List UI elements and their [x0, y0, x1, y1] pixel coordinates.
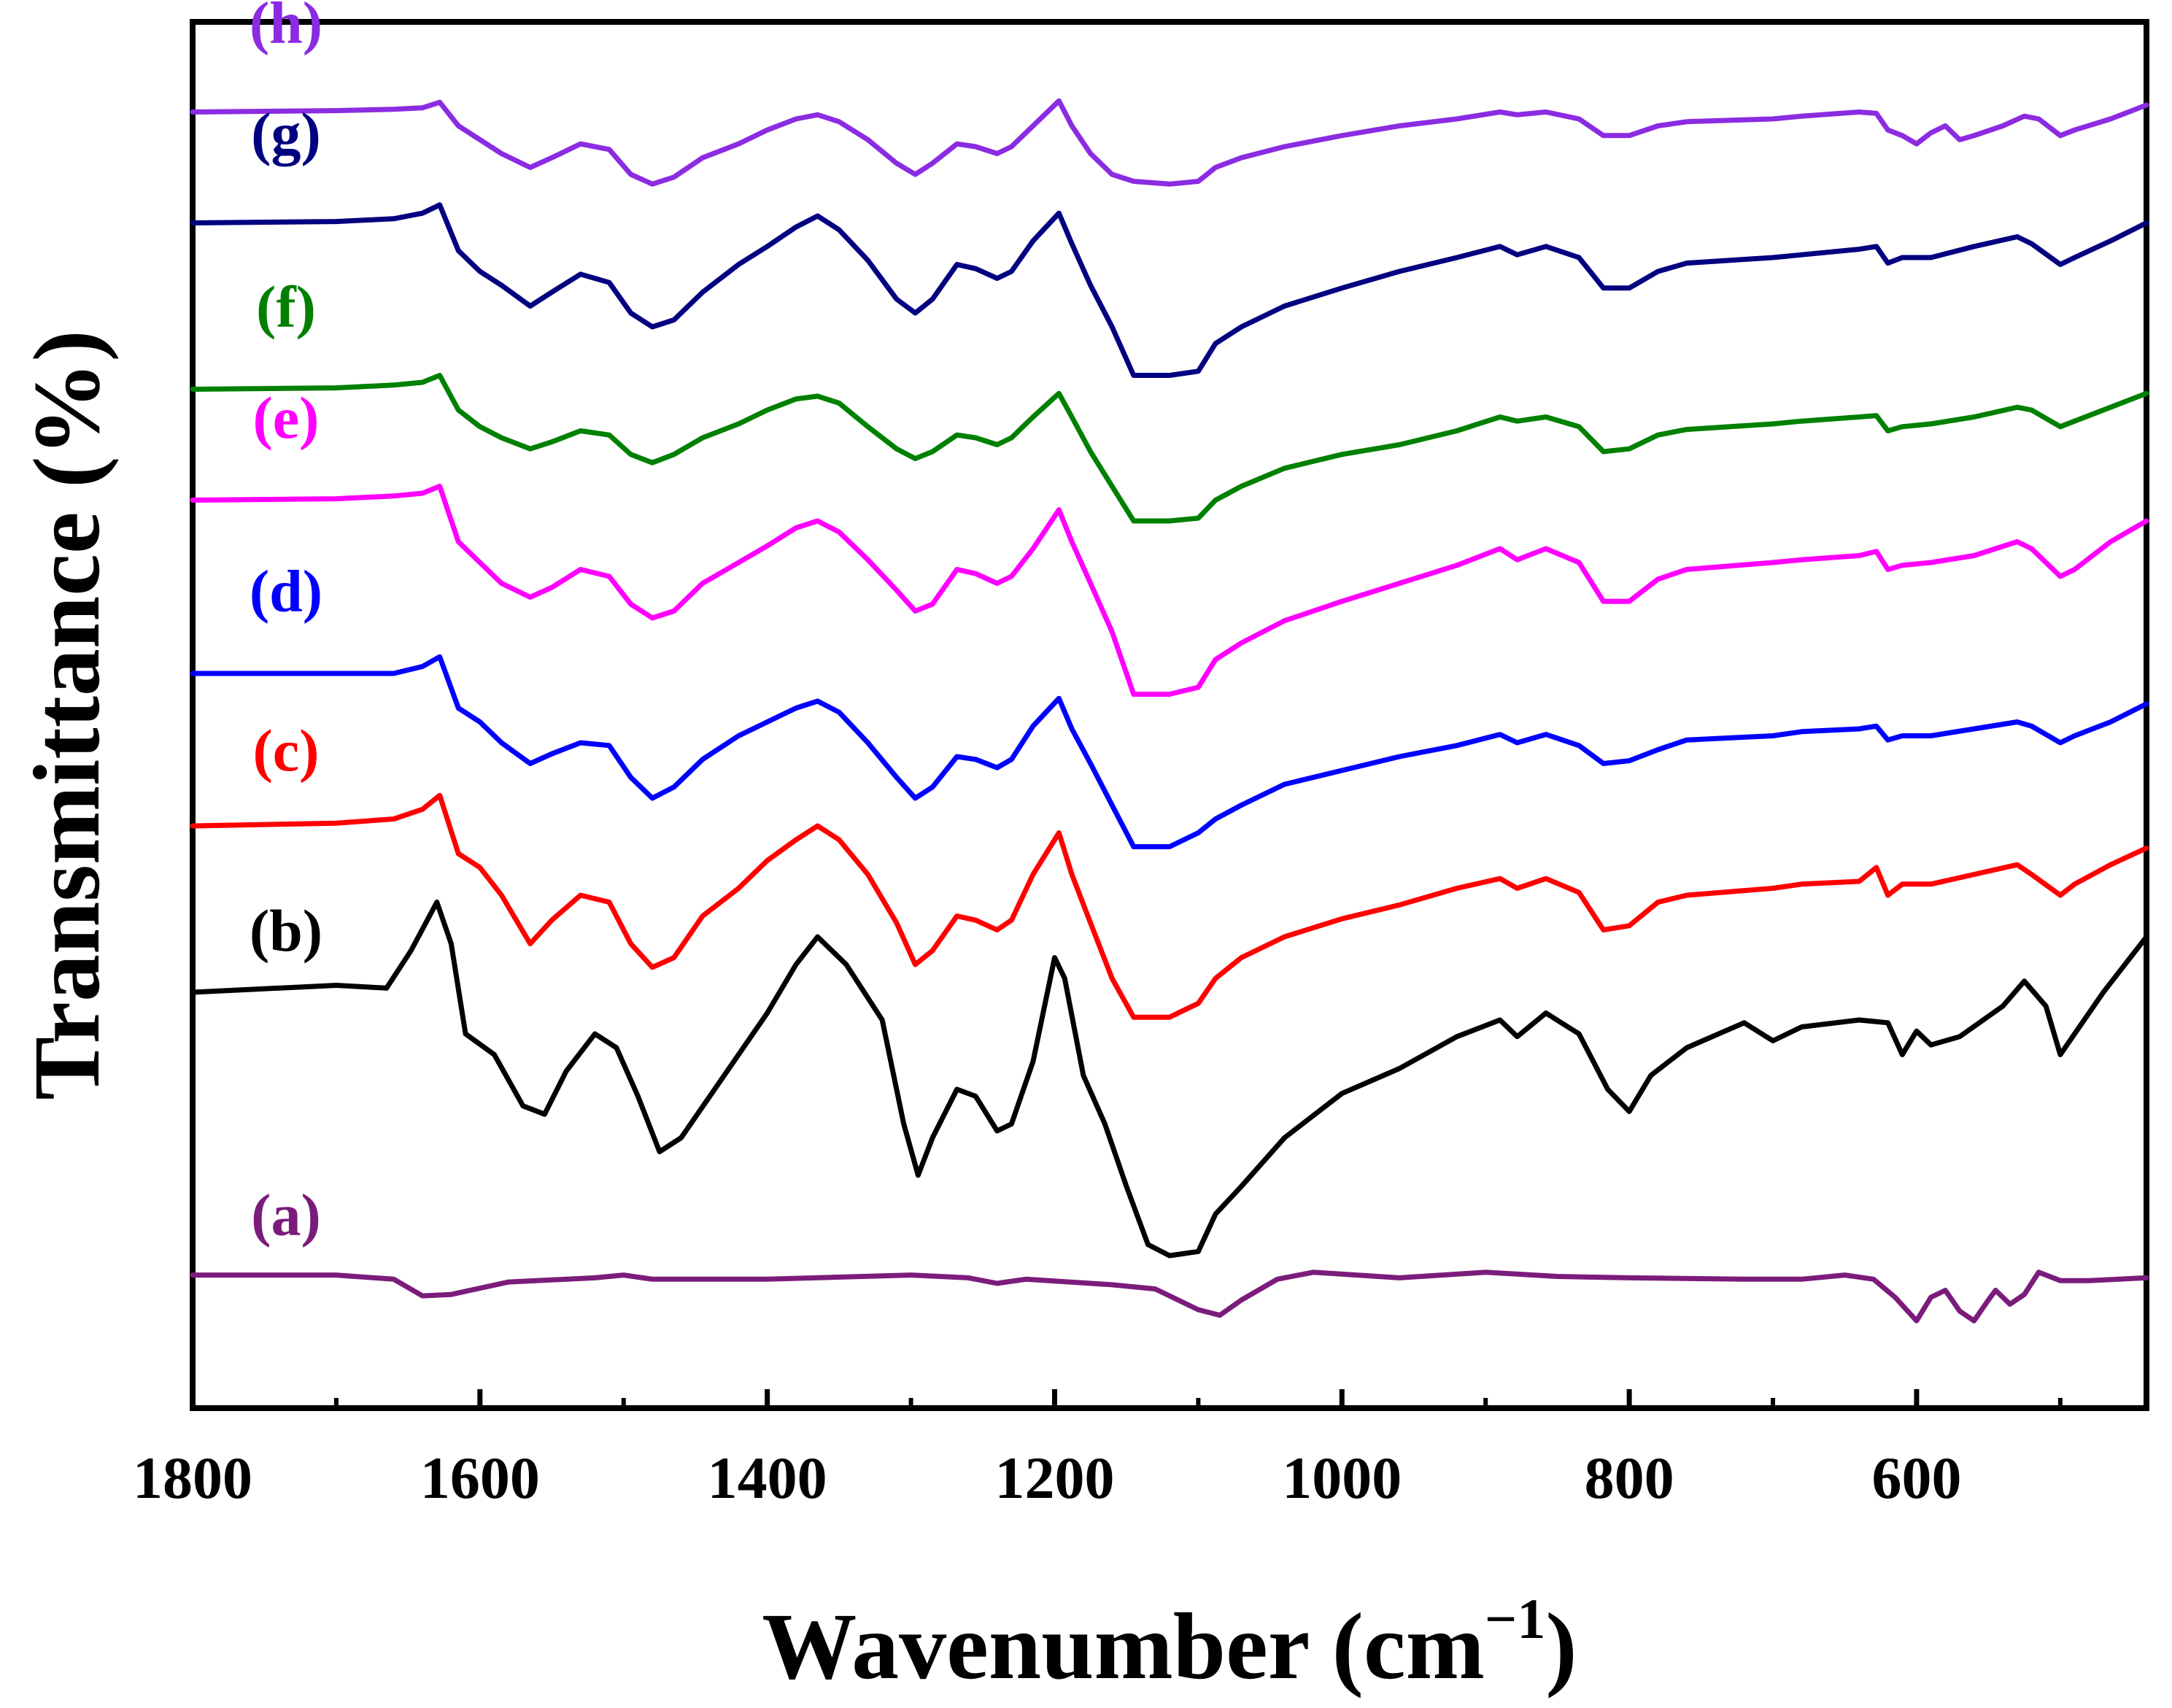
series-line-e	[190, 484, 2149, 697]
x-tick-label: 1600	[420, 1445, 540, 1511]
x-axis-title: Wavenumber (cm−1)	[762, 1587, 1577, 1699]
series-label-c: (c)	[252, 717, 319, 784]
series-line-d	[190, 654, 2149, 849]
x-axis-title-close: )	[1545, 1594, 1577, 1699]
y-axis-title: Transmittance (%)	[15, 330, 120, 1100]
series-line-g	[190, 202, 2149, 378]
series-line-b	[190, 900, 2149, 1259]
series-line-a	[190, 1270, 2149, 1323]
series-labels: (a) (b) (c) (d) (e) (f) (g) (h)	[250, 0, 322, 1248]
series-lines	[190, 98, 2149, 1323]
x-tick-label: 1200	[994, 1445, 1114, 1511]
series-label-b: (b)	[250, 897, 322, 964]
series-label-f: (f)	[256, 274, 316, 340]
series-line-h	[190, 98, 2149, 187]
series-label-a: (a)	[251, 1182, 321, 1248]
x-tick-label: 1400	[708, 1445, 827, 1511]
series-line-c	[190, 792, 2149, 1020]
x-axis-ticks	[190, 1389, 2063, 1408]
series-label-e: (e)	[252, 385, 319, 451]
series-line-f	[190, 373, 2149, 524]
x-axis-title-main: Wavenumber (cm	[762, 1594, 1485, 1699]
x-tick-label: 800	[1585, 1445, 1674, 1511]
plot-frame	[190, 19, 2149, 1411]
series-label-g: (g)	[251, 101, 321, 167]
x-tick-label: 1000	[1282, 1445, 1402, 1511]
x-tick-label: 1800	[133, 1445, 252, 1511]
series-label-h: (h)	[250, 0, 322, 56]
x-axis-tick-labels: 1800 1600 1400 1200 1000 800 600	[133, 1445, 1961, 1511]
series-label-d: (d)	[250, 558, 322, 625]
x-tick-label: 600	[1871, 1445, 1961, 1511]
x-axis-title-superscript: −1	[1485, 1587, 1545, 1650]
